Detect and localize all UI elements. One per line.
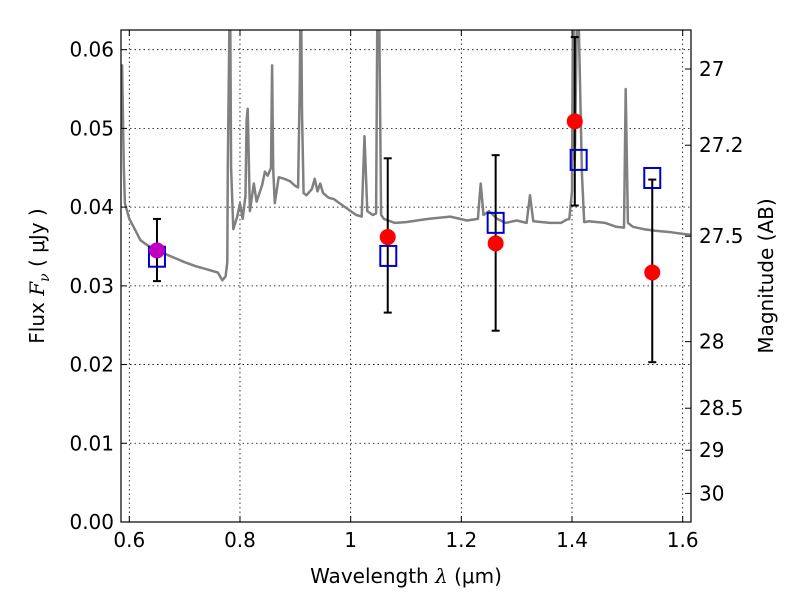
x-tick-label: 1.2 xyxy=(445,528,477,552)
y2-tick-label: 29 xyxy=(699,438,724,462)
x-tick-label: 0.6 xyxy=(113,528,145,552)
y-tick-label: 0.01 xyxy=(69,431,114,455)
grid xyxy=(121,30,691,523)
y-axis-title: Flux Fν ( μJy ) xyxy=(25,208,53,343)
x-tick-label: 1.4 xyxy=(556,528,588,552)
y-tick-label: 0.02 xyxy=(69,353,114,377)
observed-flux-point xyxy=(487,235,504,252)
y2-axis-title: Magnitude (AB) xyxy=(754,198,778,353)
model-flux-square xyxy=(569,148,588,171)
observed-flux-point xyxy=(566,113,583,130)
model-flux-square xyxy=(379,244,398,267)
observed-flux-point xyxy=(148,242,165,259)
y-tick-label: 0.03 xyxy=(69,274,114,298)
y2-tick-label: 27 xyxy=(699,57,724,81)
y2-tick-label: 27.2 xyxy=(699,133,744,157)
model-flux-square xyxy=(486,211,505,234)
y-tick-label: 0.04 xyxy=(69,195,114,219)
plot-frame xyxy=(120,29,692,523)
y2-tick-label: 30 xyxy=(699,481,724,505)
ticks: 0.6 0.8 1 1.2 1.4 1.6 0.00 0.01 0.02 0.03 0.04 0.05… xyxy=(69,30,744,552)
y-tick-label: 0.06 xyxy=(69,38,114,62)
model-flux-square xyxy=(643,166,662,189)
y2-tick-label: 28.5 xyxy=(699,396,744,420)
x-tick-label: 1.6 xyxy=(667,528,699,552)
y-tick-label: 0.00 xyxy=(69,510,114,534)
observed-flux-point xyxy=(644,264,661,281)
markers xyxy=(147,113,662,281)
observed-flux-point xyxy=(379,229,396,246)
y-tick-label: 0.05 xyxy=(69,116,114,140)
x-tick-label: 0.8 xyxy=(224,528,256,552)
y2-tick-label: 27.5 xyxy=(699,224,744,248)
x-axis-title: Wavelength λ (μm) xyxy=(310,564,502,588)
plot-area xyxy=(121,30,691,282)
y2-tick-label: 28 xyxy=(699,330,724,354)
x-tick-label: 1 xyxy=(344,528,357,552)
model-spectrum-line xyxy=(121,30,691,282)
